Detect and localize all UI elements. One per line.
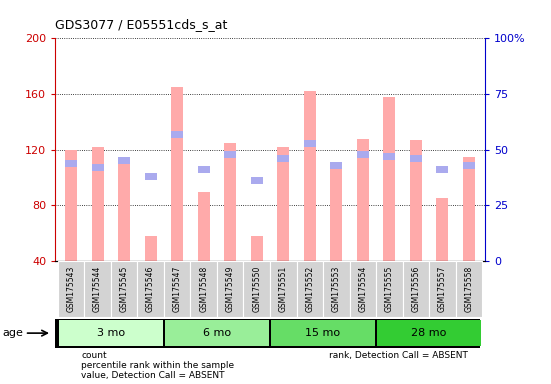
Bar (118, 157, 130, 261)
Bar (224, 151, 236, 158)
Text: GSM175544: GSM175544 (93, 266, 102, 312)
Text: GDS3077 / E05551cds_s_at: GDS3077 / E05551cds_s_at (55, 18, 228, 31)
Bar (217, 261, 244, 317)
Bar (165, 320, 269, 346)
Bar (304, 91, 316, 261)
Text: GSM175558: GSM175558 (464, 266, 473, 312)
Bar (323, 261, 349, 317)
Bar (357, 151, 369, 158)
Bar (58, 261, 84, 317)
Bar (383, 153, 395, 160)
Bar (65, 150, 77, 261)
Bar (436, 166, 449, 173)
Bar (304, 140, 316, 147)
Text: GSM175550: GSM175550 (252, 266, 261, 312)
Bar (111, 261, 137, 317)
Text: count: count (82, 351, 107, 359)
Text: percentile rank within the sample: percentile rank within the sample (82, 361, 235, 370)
Bar (144, 236, 156, 261)
Bar (429, 261, 456, 317)
Bar (271, 320, 375, 346)
Bar (65, 365, 74, 366)
Text: GSM175545: GSM175545 (120, 266, 128, 312)
Bar (251, 236, 263, 261)
Text: rank, Detection Call = ABSENT: rank, Detection Call = ABSENT (329, 351, 468, 359)
Bar (198, 192, 209, 261)
Bar (144, 173, 156, 180)
Bar (383, 97, 395, 261)
Bar (91, 164, 104, 171)
Text: GSM175547: GSM175547 (172, 266, 182, 312)
Bar (463, 157, 475, 261)
Bar (171, 131, 183, 137)
Text: 6 mo: 6 mo (203, 328, 231, 338)
Bar (198, 166, 209, 173)
Text: GSM175551: GSM175551 (279, 266, 288, 312)
Text: 28 mo: 28 mo (412, 328, 447, 338)
Bar (410, 155, 422, 162)
Bar (436, 199, 449, 261)
Bar (251, 177, 263, 184)
Text: GSM175552: GSM175552 (305, 266, 314, 312)
Text: GSM175543: GSM175543 (67, 266, 75, 312)
Bar (410, 140, 422, 261)
Bar (65, 160, 77, 167)
Text: GSM175553: GSM175553 (332, 266, 341, 312)
Bar (403, 261, 429, 317)
Bar (357, 139, 369, 261)
Bar (244, 261, 270, 317)
Bar (91, 147, 104, 261)
Bar (331, 167, 342, 261)
Text: GSM175546: GSM175546 (146, 266, 155, 312)
Bar (376, 261, 403, 317)
Text: GSM175556: GSM175556 (412, 266, 420, 312)
Bar (58, 320, 163, 346)
Bar (171, 87, 183, 261)
Bar (270, 261, 296, 317)
Text: value, Detection Call = ABSENT: value, Detection Call = ABSENT (82, 371, 225, 381)
Text: GSM175557: GSM175557 (438, 266, 447, 312)
Text: age: age (3, 328, 24, 338)
Bar (349, 261, 376, 317)
Bar (164, 261, 191, 317)
Bar (456, 261, 482, 317)
Text: 15 mo: 15 mo (305, 328, 341, 338)
Text: GSM175554: GSM175554 (358, 266, 368, 312)
Text: 3 mo: 3 mo (97, 328, 125, 338)
Text: GSM175549: GSM175549 (226, 266, 235, 312)
Bar (296, 261, 323, 317)
Bar (331, 162, 342, 169)
Bar (191, 261, 217, 317)
Bar (224, 143, 236, 261)
Bar (137, 261, 164, 317)
Bar (277, 155, 289, 162)
Text: GSM175555: GSM175555 (385, 266, 394, 312)
Text: GSM175548: GSM175548 (199, 266, 208, 312)
Bar (84, 261, 111, 317)
Bar (118, 157, 130, 164)
Bar (463, 162, 475, 169)
Bar (377, 320, 482, 346)
Bar (277, 147, 289, 261)
